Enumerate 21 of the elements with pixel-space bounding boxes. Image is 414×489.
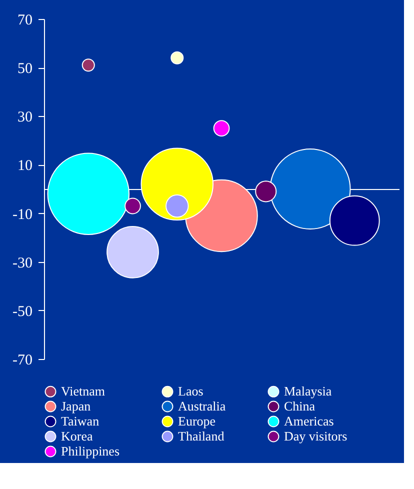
legend-label: Day visitors bbox=[284, 428, 348, 444]
y-tick-label: -50 bbox=[12, 304, 32, 320]
legend-label: Thailand bbox=[178, 428, 225, 444]
legend-label: Philippines bbox=[61, 444, 120, 458]
legend-label: Europe bbox=[178, 414, 216, 428]
legend-label: Australia bbox=[178, 398, 226, 414]
y-tick-label: 70 bbox=[18, 12, 32, 28]
legend-label: Vietnam bbox=[61, 384, 105, 399]
y-tick-label: -10 bbox=[12, 206, 32, 223]
y-tick-label: 50 bbox=[18, 61, 32, 78]
legend-label: Laos bbox=[178, 384, 204, 399]
y-tick-label: 10 bbox=[18, 158, 32, 174]
y-tick-label: -70 bbox=[12, 352, 32, 368]
legend-label: Americas bbox=[284, 414, 334, 428]
legend-label: Korea bbox=[61, 428, 93, 444]
legend-label: Malaysia bbox=[284, 384, 332, 399]
legend-label: Taiwan bbox=[61, 414, 100, 428]
legend-label: Japan bbox=[61, 398, 92, 414]
legend-label: China bbox=[284, 398, 316, 414]
y-tick-label: 30 bbox=[18, 110, 32, 126]
y-tick-label: -30 bbox=[12, 255, 32, 272]
